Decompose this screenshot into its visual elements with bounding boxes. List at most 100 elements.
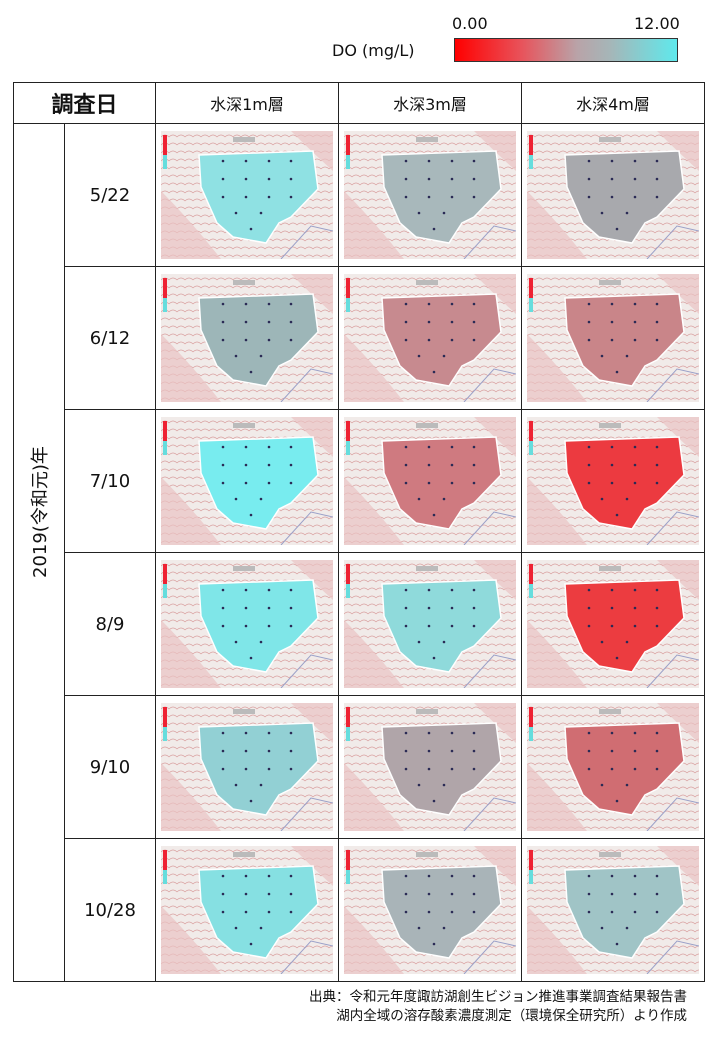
sampling-point bbox=[234, 354, 238, 358]
sampling-point bbox=[417, 640, 421, 644]
sampling-point bbox=[587, 767, 591, 771]
sampling-point bbox=[610, 588, 614, 592]
lake-shape bbox=[198, 865, 319, 959]
hills-southwest bbox=[161, 620, 221, 688]
sampling-point bbox=[633, 624, 637, 628]
lake-do-map bbox=[527, 131, 699, 259]
lake-do-map bbox=[344, 846, 516, 974]
sampling-point bbox=[600, 354, 604, 358]
sampling-point bbox=[289, 445, 293, 449]
sampling-point bbox=[625, 640, 629, 644]
sampling-point bbox=[655, 606, 659, 610]
sampling-point bbox=[289, 767, 293, 771]
sampling-point bbox=[587, 159, 591, 163]
sampling-point bbox=[655, 749, 659, 753]
sampling-point bbox=[404, 749, 408, 753]
sampling-point bbox=[427, 874, 431, 878]
survey-row: 2019(令和元)年 5/22 bbox=[13, 123, 705, 982]
map-cell bbox=[338, 838, 522, 982]
sampling-point bbox=[221, 338, 225, 342]
sampling-point bbox=[221, 195, 225, 199]
sampling-point bbox=[234, 640, 238, 644]
sampling-point bbox=[655, 874, 659, 878]
sampling-point bbox=[600, 783, 604, 787]
mini-colorbar-low bbox=[346, 870, 350, 884]
sampling-point bbox=[450, 874, 454, 878]
hills-southwest bbox=[161, 906, 221, 974]
sampling-point bbox=[472, 302, 476, 306]
mini-colorbar-low bbox=[163, 441, 167, 455]
sampling-point bbox=[244, 159, 248, 163]
sampling-point bbox=[427, 302, 431, 306]
sampling-point bbox=[587, 874, 591, 878]
sampling-point bbox=[267, 606, 271, 610]
mini-colorbar bbox=[346, 707, 350, 741]
map-caption-box bbox=[233, 137, 255, 142]
source-note: 出典：令和元年度諏訪湖創生ビジョン推進事業調査結果報告書 湖内全域の溶存酸素濃度… bbox=[309, 988, 687, 1026]
lake-shape bbox=[564, 865, 685, 959]
map-cell bbox=[338, 552, 522, 696]
sampling-point bbox=[267, 749, 271, 753]
sampling-point bbox=[472, 749, 476, 753]
sampling-point bbox=[427, 910, 431, 914]
sampling-point bbox=[259, 926, 263, 930]
sampling-point bbox=[249, 656, 253, 660]
sampling-point bbox=[221, 445, 225, 449]
lake-shape bbox=[381, 722, 502, 816]
sampling-point bbox=[625, 783, 629, 787]
lake-shape bbox=[381, 436, 502, 530]
road-line bbox=[463, 368, 516, 402]
sampling-point bbox=[427, 749, 431, 753]
hills-southwest bbox=[161, 763, 221, 831]
sampling-point bbox=[610, 302, 614, 306]
lake-shape bbox=[381, 293, 502, 387]
sampling-point bbox=[432, 799, 436, 803]
sampling-point bbox=[267, 320, 271, 324]
hills-southwest bbox=[344, 763, 404, 831]
road-line bbox=[280, 940, 333, 974]
sampling-point bbox=[450, 624, 454, 628]
sampling-point bbox=[259, 211, 263, 215]
sampling-point bbox=[404, 606, 408, 610]
sampling-point bbox=[289, 624, 293, 628]
sampling-point bbox=[610, 159, 614, 163]
mini-colorbar-low bbox=[346, 441, 350, 455]
sampling-point bbox=[417, 497, 421, 501]
sampling-point bbox=[427, 767, 431, 771]
sampling-point bbox=[472, 320, 476, 324]
lake-shape bbox=[198, 150, 319, 244]
do-map-table: 調査日 水深1m層 水深3m層 水深4m層 2019(令和元)年 5/22 6/12… bbox=[13, 82, 705, 982]
mini-colorbar-low bbox=[346, 298, 350, 312]
sampling-point bbox=[221, 624, 225, 628]
sampling-point bbox=[450, 463, 454, 467]
sampling-point bbox=[244, 749, 248, 753]
legend-max-value: 12.00 bbox=[634, 14, 680, 33]
sampling-point bbox=[289, 588, 293, 592]
map-cell bbox=[521, 123, 705, 267]
sampling-point bbox=[289, 320, 293, 324]
map-caption-box bbox=[233, 423, 255, 428]
hills-southwest bbox=[344, 620, 404, 688]
road-line bbox=[646, 225, 699, 259]
mini-colorbar bbox=[529, 850, 533, 884]
sampling-point bbox=[442, 783, 446, 787]
map-caption-box bbox=[599, 852, 621, 857]
lake-do-map bbox=[344, 274, 516, 402]
sampling-point bbox=[244, 910, 248, 914]
sampling-point bbox=[244, 445, 248, 449]
sampling-point bbox=[249, 942, 253, 946]
sampling-point bbox=[244, 320, 248, 324]
map-cell bbox=[521, 266, 705, 410]
sampling-point bbox=[427, 606, 431, 610]
legend-label: DO (mg/L) bbox=[332, 41, 415, 60]
sampling-point bbox=[427, 195, 431, 199]
sampling-point bbox=[633, 588, 637, 592]
sampling-point bbox=[633, 463, 637, 467]
sampling-point bbox=[267, 338, 271, 342]
sampling-point bbox=[289, 159, 293, 163]
sampling-point bbox=[655, 159, 659, 163]
sampling-point bbox=[450, 338, 454, 342]
lake-shape bbox=[198, 722, 319, 816]
sampling-point bbox=[221, 159, 225, 163]
sampling-point bbox=[615, 513, 619, 517]
